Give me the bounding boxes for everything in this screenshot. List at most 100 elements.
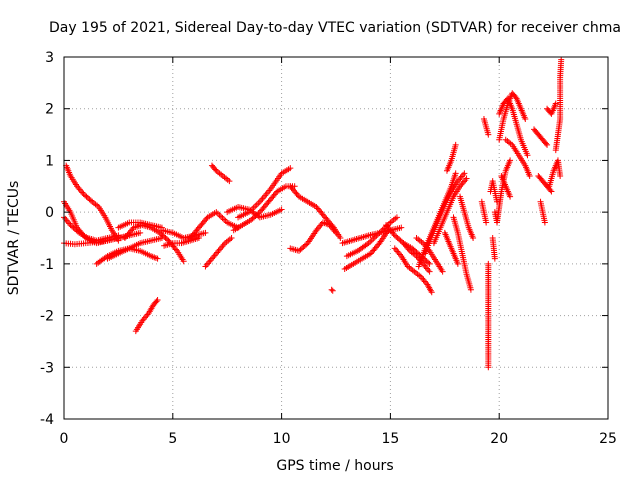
data-point [162, 235, 169, 241]
axes-layer: 0 5 10 15 20 25 -4 -3 -2 -1 0 1 2 3 [40, 50, 617, 447]
data-point [298, 245, 305, 252]
data-point [470, 235, 477, 241]
data-point [507, 157, 514, 164]
data-track [546, 157, 564, 190]
data-point [202, 229, 209, 236]
data-point [249, 215, 256, 222]
data-point [512, 94, 519, 101]
x-tick-label: 20 [490, 431, 508, 447]
data-point [68, 223, 75, 230]
data-point [485, 364, 492, 371]
data-point [287, 165, 294, 172]
data-point [228, 235, 235, 241]
data-point [426, 268, 433, 275]
data-track [430, 175, 470, 247]
data-point [507, 193, 514, 200]
data-point [461, 170, 468, 177]
data-point [255, 210, 262, 217]
data-point [248, 216, 255, 223]
data-track [391, 245, 435, 296]
data-track [496, 95, 531, 159]
data-point [428, 289, 435, 296]
data-point [296, 247, 303, 254]
data-track [121, 222, 187, 265]
x-axis-label: GPS time / hours [276, 458, 393, 474]
data-point [439, 268, 446, 275]
data-point [158, 231, 165, 238]
y-tick-label: 3 [45, 50, 54, 66]
data-track [537, 198, 548, 226]
data-point [195, 235, 202, 241]
x-tick-label: 15 [381, 431, 399, 447]
data-track [328, 286, 336, 294]
data-point [396, 236, 403, 243]
data-track [161, 235, 202, 249]
data-track [489, 235, 498, 262]
data-point [548, 188, 555, 195]
y-tick-label: 0 [45, 205, 54, 221]
data-track [485, 260, 492, 371]
x-tick-label: 5 [168, 431, 177, 447]
data-point [137, 229, 144, 236]
x-tick-label: 10 [273, 431, 291, 447]
data-point [399, 238, 406, 245]
data-point [491, 255, 498, 262]
data-point [463, 175, 470, 182]
data-track [552, 56, 565, 154]
data-point [397, 237, 404, 244]
data-point [67, 222, 74, 229]
data-point [300, 244, 307, 251]
data-point [526, 172, 533, 179]
data-point [375, 241, 382, 248]
data-track [443, 141, 459, 174]
grid-layer [64, 57, 608, 419]
data-point [172, 246, 179, 253]
data-point [159, 232, 166, 239]
data-point [485, 131, 492, 138]
data-point [74, 228, 81, 235]
data-point [278, 206, 285, 213]
data-point [153, 298, 160, 305]
data-point [393, 233, 400, 240]
data-point [294, 192, 301, 199]
data-point [212, 166, 219, 173]
data-point [522, 116, 529, 123]
data-point [333, 229, 339, 236]
data-point [301, 242, 308, 249]
data-point [552, 100, 559, 107]
data-track [478, 198, 490, 226]
data-point [253, 211, 260, 218]
data-point [252, 213, 259, 220]
y-axis-label: SDTVAR / TECUs [6, 181, 22, 296]
data-point [452, 170, 459, 177]
data-point [82, 192, 89, 199]
data-point [547, 187, 554, 194]
data-track [480, 116, 492, 138]
data-point [163, 236, 170, 243]
y-tick-label: -4 [40, 412, 54, 428]
data-point [454, 260, 461, 267]
data-point [329, 287, 336, 294]
data-point [467, 286, 474, 293]
chart-title: Day 195 of 2021, Sidereal Day-to-day VTE… [49, 20, 621, 36]
x-tick-label: 0 [60, 431, 69, 447]
data-point [203, 215, 210, 222]
data-point [524, 152, 531, 159]
data-point [297, 246, 304, 253]
data-track [63, 162, 122, 244]
data-point [391, 232, 398, 239]
data-point [494, 198, 501, 205]
data-track [531, 126, 551, 148]
data-point [226, 178, 233, 185]
data-point [80, 191, 87, 198]
data-point [425, 259, 432, 266]
data-track [450, 214, 474, 293]
data-track [498, 172, 514, 200]
data-point [426, 260, 433, 267]
x-tick-label: 25 [599, 431, 617, 447]
data-point [452, 141, 459, 148]
data-track [287, 183, 344, 241]
data-track [502, 136, 533, 179]
data-track [208, 162, 233, 185]
plot-frame [63, 56, 609, 420]
